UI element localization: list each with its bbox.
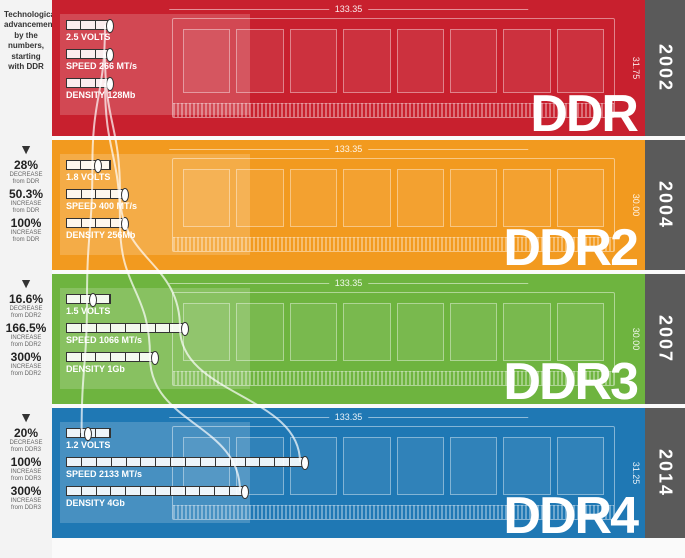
- spec-speed-label: SPEED 400 MT/s: [66, 201, 244, 211]
- year-label: 2007: [655, 315, 676, 363]
- year-cell: 2014: [645, 408, 685, 538]
- spec-volts: 1.5 VOLTS: [66, 294, 244, 316]
- delta-row: 100% INCREASEfrom DDR: [2, 216, 50, 243]
- delta-row: 100% INCREASEfrom DDR3: [2, 455, 50, 482]
- sidebar-title-line: advancements: [4, 20, 48, 30]
- spec-volts: 1.2 VOLTS: [66, 428, 244, 450]
- delta-row: 166.5% INCREASEfrom DDR2: [2, 321, 50, 348]
- delta-row: 50.3% INCREASEfrom DDR: [2, 187, 50, 214]
- delta-sub: DECREASEfrom DDR: [2, 172, 50, 185]
- delta-value: 300%: [2, 350, 50, 364]
- dimension-width: 133.35: [335, 412, 363, 422]
- delta-value: 166.5%: [2, 321, 50, 335]
- delta-block: ▼ 20% DECREASEfrom DDR3 100% INCREASEfro…: [2, 410, 50, 512]
- year-label: 2002: [655, 44, 676, 92]
- arrow-down-icon: ▼: [2, 410, 50, 424]
- delta-value: 300%: [2, 484, 50, 498]
- spec-panel: 1.2 VOLTS SPEED 2133 MT/s DENSITY 4Gb: [60, 422, 250, 523]
- sidebar-title-line: by the numbers,: [4, 31, 48, 52]
- generation-row-ddr: 133.35 31.75 2.5 VOLTS SPEED 266 MT/s DE…: [52, 0, 645, 136]
- delta-row: 28% DECREASEfrom DDR: [2, 158, 50, 185]
- dimension-height: 31.75: [631, 57, 641, 80]
- spec-speed: SPEED 400 MT/s: [66, 189, 244, 211]
- year-cell: 2004: [645, 140, 685, 270]
- dimension-width: 133.35: [335, 4, 363, 14]
- delta-sub: INCREASEfrom DDR: [2, 230, 50, 243]
- spec-volts-label: 1.5 VOLTS: [66, 306, 244, 316]
- spec-density-label: DENSITY 4Gb: [66, 498, 244, 508]
- arrow-down-icon: ▼: [2, 142, 50, 156]
- spec-speed: SPEED 1066 MT/s: [66, 323, 244, 345]
- spec-density: DENSITY 4Gb: [66, 486, 244, 508]
- sidebar-left: Technological advancements by the number…: [0, 0, 52, 558]
- delta-row: 300% INCREASEfrom DDR3: [2, 484, 50, 511]
- delta-value: 100%: [2, 455, 50, 469]
- delta-row: 20% DECREASEfrom DDR3: [2, 426, 50, 453]
- delta-value: 50.3%: [2, 187, 50, 201]
- spec-volts: 2.5 VOLTS: [66, 20, 244, 42]
- spec-volts-label: 1.8 VOLTS: [66, 172, 244, 182]
- delta-sub: INCREASEfrom DDR2: [2, 364, 50, 377]
- dimension-height: 31.25: [631, 462, 641, 485]
- spec-panel: 2.5 VOLTS SPEED 266 MT/s DENSITY 128Mb: [60, 14, 250, 115]
- delta-value: 28%: [2, 158, 50, 172]
- delta-block: ▼ 16.6% DECREASEfrom DDR2 166.5% INCREAS…: [2, 276, 50, 378]
- dimension-width: 133.35: [335, 278, 363, 288]
- delta-row: 300% INCREASEfrom DDR2: [2, 350, 50, 377]
- year-cell: 2002: [645, 0, 685, 136]
- generation-label: DDR: [530, 84, 637, 144]
- delta-sub: INCREASEfrom DDR3: [2, 469, 50, 482]
- delta-block: ▼ 28% DECREASEfrom DDR 50.3% INCREASEfro…: [2, 142, 50, 244]
- delta-sub: INCREASEfrom DDR3: [2, 498, 50, 511]
- sidebar-title-line: starting with DDR: [4, 52, 48, 73]
- spec-density: DENSITY 1Gb: [66, 352, 244, 374]
- spec-volts-label: 1.2 VOLTS: [66, 440, 244, 450]
- year-cell: 2007: [645, 274, 685, 404]
- delta-sub: DECREASEfrom DDR3: [2, 440, 50, 453]
- spec-density: DENSITY 256Mb: [66, 218, 244, 240]
- generation-row-ddr4: 133.35 31.25 1.2 VOLTS SPEED 2133 MT/s D…: [52, 408, 645, 538]
- spec-volts: 1.8 VOLTS: [66, 160, 244, 182]
- spec-volts-label: 2.5 VOLTS: [66, 32, 244, 42]
- dimension-height: 30.00: [631, 328, 641, 351]
- spec-speed-label: SPEED 2133 MT/s: [66, 469, 244, 479]
- spec-density-label: DENSITY 128Mb: [66, 90, 244, 100]
- generation-label: DDR2: [503, 218, 637, 278]
- spec-density-label: DENSITY 256Mb: [66, 230, 244, 240]
- spec-speed: SPEED 2133 MT/s: [66, 457, 244, 479]
- sidebar-title: Technological advancements by the number…: [4, 10, 48, 72]
- year-label: 2004: [655, 181, 676, 229]
- delta-value: 20%: [2, 426, 50, 440]
- spec-panel: 1.5 VOLTS SPEED 1066 MT/s DENSITY 1Gb: [60, 288, 250, 389]
- delta-sub: INCREASEfrom DDR: [2, 201, 50, 214]
- delta-value: 100%: [2, 216, 50, 230]
- year-column: 2002 2004 2007 2014: [645, 0, 685, 558]
- sidebar-title-line: Technological: [4, 10, 48, 20]
- spec-speed-label: SPEED 266 MT/s: [66, 61, 244, 71]
- spec-density: DENSITY 128Mb: [66, 78, 244, 100]
- delta-sub: DECREASEfrom DDR2: [2, 306, 50, 319]
- delta-row: 16.6% DECREASEfrom DDR2: [2, 292, 50, 319]
- delta-sub: INCREASEfrom DDR2: [2, 335, 50, 348]
- generation-row-ddr2: 133.35 30.00 1.8 VOLTS SPEED 400 MT/s DE…: [52, 140, 645, 270]
- arrow-down-icon: ▼: [2, 276, 50, 290]
- generation-label: DDR4: [503, 486, 637, 546]
- generation-label: DDR3: [503, 352, 637, 412]
- dimension-width: 133.35: [335, 144, 363, 154]
- generation-row-ddr3: 133.35 30.00 1.5 VOLTS SPEED 1066 MT/s D…: [52, 274, 645, 404]
- spec-density-label: DENSITY 1Gb: [66, 364, 244, 374]
- infographic-canvas: Technological advancements by the number…: [0, 0, 685, 558]
- spec-panel: 1.8 VOLTS SPEED 400 MT/s DENSITY 256Mb: [60, 154, 250, 255]
- delta-value: 16.6%: [2, 292, 50, 306]
- spec-speed-label: SPEED 1066 MT/s: [66, 335, 244, 345]
- dimension-height: 30.00: [631, 194, 641, 217]
- spec-speed: SPEED 266 MT/s: [66, 49, 244, 71]
- year-label: 2014: [655, 449, 676, 497]
